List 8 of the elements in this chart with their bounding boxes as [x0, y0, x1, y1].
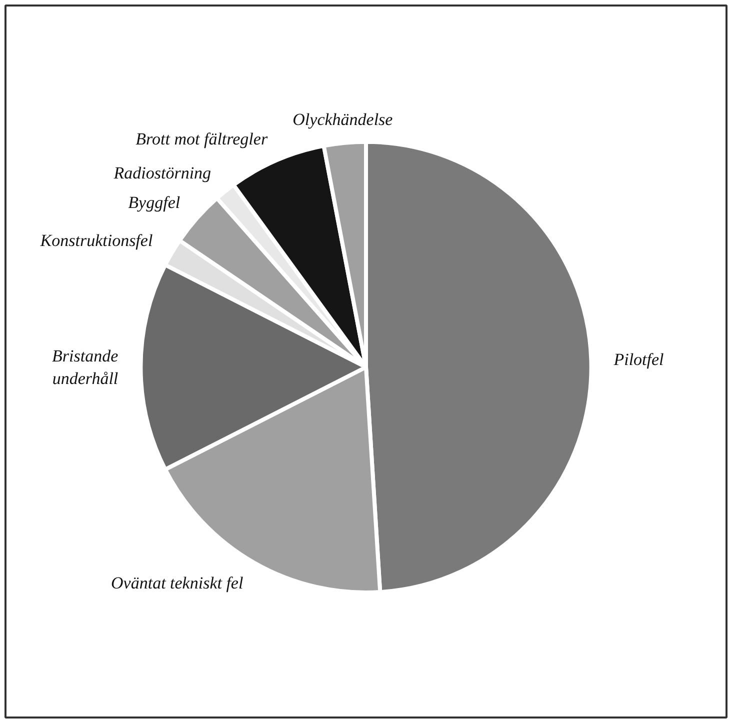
slice-label: Olyckhändelse	[292, 110, 394, 130]
slice-label: Konstruktionsfel	[39, 231, 153, 250]
slice-label: Byggfel	[128, 193, 180, 212]
slice-label: Pilotfel	[612, 350, 664, 369]
slice-label: Oväntat tekniskt fel	[111, 574, 244, 593]
slice-label: Radiostörning	[112, 164, 212, 183]
slice-label: Bristande underhåll	[52, 346, 119, 388]
slice-label: Brott mot fältregler	[136, 129, 268, 148]
